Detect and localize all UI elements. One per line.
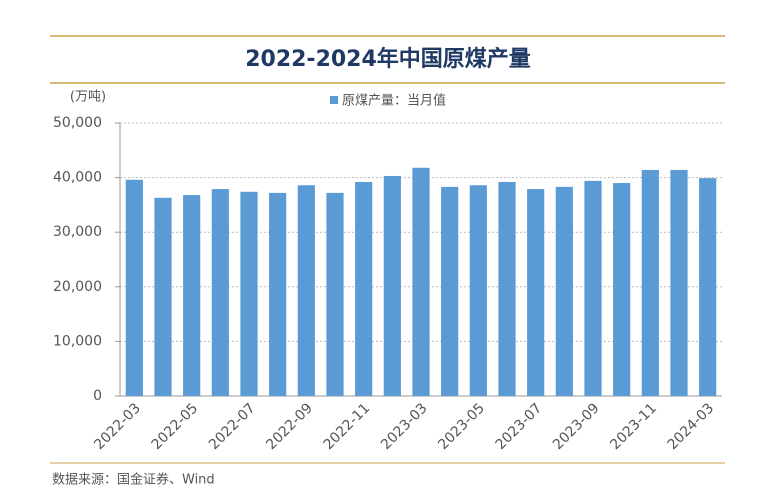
y-tick-label: 20,000 — [53, 279, 102, 295]
bar — [469, 185, 487, 396]
y-tick-label: 30,000 — [53, 224, 102, 240]
bar — [269, 192, 287, 396]
y-tick-label: 50,000 — [53, 115, 102, 131]
bar — [641, 169, 659, 396]
bar — [527, 189, 545, 396]
bar — [555, 186, 573, 396]
y-tick-label: 10,000 — [53, 333, 102, 349]
legend-label: 原煤产量：当月值 — [342, 93, 446, 109]
bar — [326, 192, 344, 396]
bar — [613, 183, 631, 396]
bar — [183, 195, 201, 396]
y-tick-label: 0 — [93, 388, 102, 404]
bar — [441, 186, 459, 396]
legend-swatch — [330, 96, 338, 104]
y-unit-label: (万吨) — [70, 90, 106, 105]
source-note: 数据来源：国金证券、Wind — [52, 472, 215, 488]
bar — [670, 169, 688, 396]
bar — [383, 175, 401, 396]
bar — [699, 178, 717, 396]
bar — [297, 185, 315, 396]
bar — [355, 181, 373, 396]
y-tick-label: 40,000 — [53, 170, 102, 186]
bar — [498, 181, 516, 396]
chart-title: 2022-2024年中国原煤产量 — [245, 46, 531, 72]
bar — [584, 180, 602, 396]
bar — [125, 179, 143, 396]
bar — [211, 189, 229, 396]
bar — [154, 197, 172, 396]
bar — [412, 167, 430, 396]
bar — [240, 191, 258, 396]
